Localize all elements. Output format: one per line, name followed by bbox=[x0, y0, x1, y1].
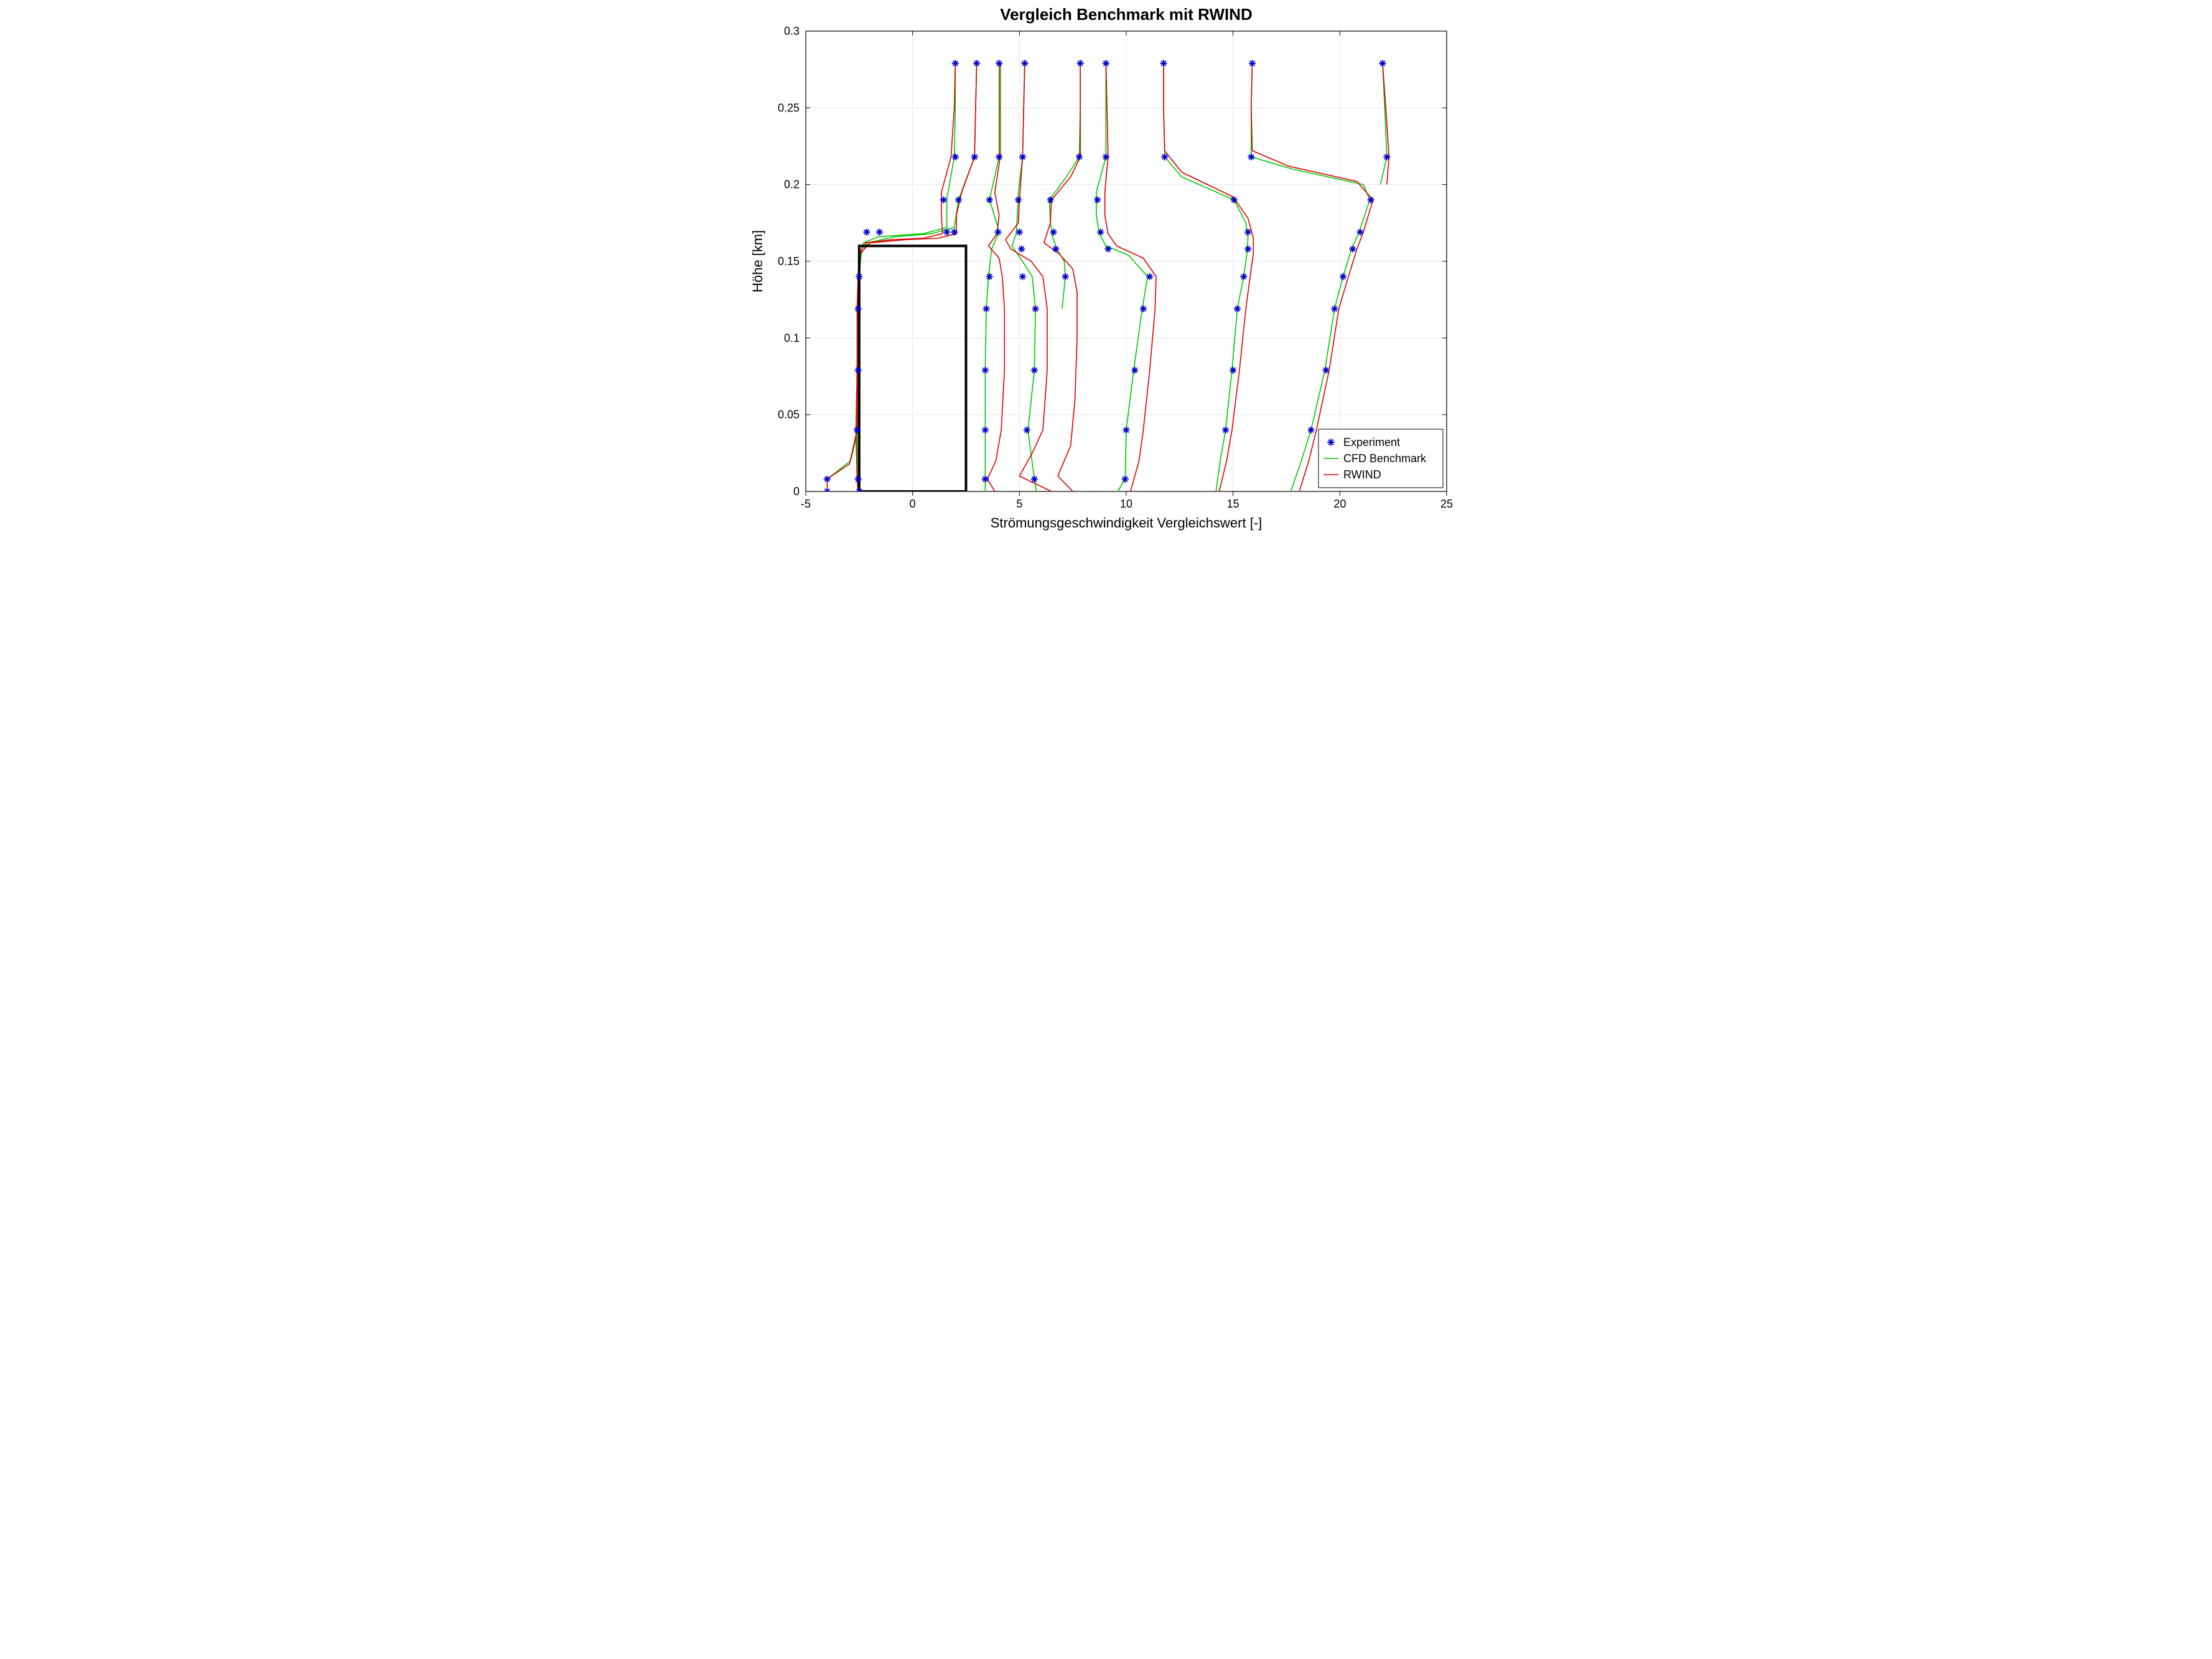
experiment-marker bbox=[1322, 367, 1329, 374]
experiment-marker bbox=[951, 229, 958, 236]
experiment-marker bbox=[1077, 60, 1084, 67]
ytick-label: 0 bbox=[793, 485, 800, 498]
ytick-label: 0.2 bbox=[784, 179, 800, 191]
experiment-marker bbox=[1097, 229, 1104, 236]
experiment-marker bbox=[1327, 439, 1335, 446]
comparison-chart: -5051015202500.050.10.150.20.250.3Vergle… bbox=[737, 0, 1475, 553]
experiment-marker bbox=[1024, 427, 1030, 434]
experiment-marker bbox=[1222, 427, 1229, 434]
experiment-marker bbox=[1076, 154, 1083, 160]
y-axis-label: Höhe [km] bbox=[750, 230, 765, 292]
experiment-marker bbox=[982, 427, 989, 434]
experiment-marker bbox=[1244, 246, 1251, 253]
ytick-label: 0.25 bbox=[778, 101, 800, 114]
experiment-marker bbox=[1031, 476, 1038, 483]
experiment-marker bbox=[943, 229, 950, 236]
experiment-marker bbox=[854, 427, 861, 434]
ytick-label: 0.15 bbox=[778, 255, 800, 267]
legend-label: CFD Benchmark bbox=[1343, 452, 1427, 465]
experiment-marker bbox=[1047, 197, 1054, 203]
xtick-label: 5 bbox=[1016, 498, 1022, 510]
xtick-label: 25 bbox=[1440, 498, 1453, 510]
experiment-marker bbox=[1331, 305, 1338, 312]
experiment-marker bbox=[982, 476, 989, 483]
experiment-marker bbox=[1122, 476, 1129, 483]
xtick-label: 10 bbox=[1120, 498, 1132, 510]
experiment-marker bbox=[1230, 367, 1236, 374]
chart-container: -5051015202500.050.10.150.20.250.3Vergle… bbox=[737, 0, 1475, 553]
experiment-marker bbox=[1249, 60, 1256, 67]
ytick-label: 0.3 bbox=[784, 25, 800, 37]
experiment-marker bbox=[973, 60, 980, 67]
experiment-marker bbox=[983, 305, 990, 312]
experiment-marker bbox=[1140, 305, 1147, 312]
x-axis-label: Strömungsgeschwindigkeit Vergleichswert … bbox=[991, 515, 1262, 531]
experiment-marker bbox=[1307, 427, 1314, 434]
xtick-label: 15 bbox=[1227, 498, 1239, 510]
experiment-marker bbox=[940, 197, 947, 203]
experiment-marker bbox=[1052, 246, 1059, 253]
experiment-marker bbox=[1019, 154, 1026, 160]
experiment-marker bbox=[1234, 305, 1241, 312]
experiment-marker bbox=[986, 273, 993, 280]
experiment-marker bbox=[996, 60, 1002, 67]
ytick-label: 0.1 bbox=[784, 332, 800, 344]
experiment-marker bbox=[1104, 246, 1111, 253]
experiment-marker bbox=[1016, 229, 1023, 236]
experiment-marker bbox=[1032, 305, 1038, 312]
experiment-marker bbox=[1368, 197, 1374, 203]
experiment-marker bbox=[1379, 60, 1386, 67]
experiment-marker bbox=[1122, 427, 1129, 434]
experiment-marker bbox=[1161, 154, 1168, 160]
experiment-marker bbox=[1015, 197, 1022, 203]
experiment-marker bbox=[952, 154, 959, 160]
experiment-marker bbox=[955, 197, 962, 203]
experiment-marker bbox=[1094, 197, 1101, 203]
legend-label: Experiment bbox=[1343, 436, 1400, 448]
legend: Experiment CFD Benchmark RWIND bbox=[1318, 429, 1443, 488]
experiment-marker bbox=[1031, 367, 1038, 374]
experiment-marker bbox=[1018, 246, 1025, 253]
experiment-marker bbox=[986, 197, 993, 203]
xtick-label: -5 bbox=[801, 498, 811, 510]
experiment-marker bbox=[1244, 229, 1251, 236]
chart-title: Vergleich Benchmark mit RWIND bbox=[1000, 5, 1253, 24]
experiment-marker bbox=[1103, 60, 1109, 67]
experiment-marker bbox=[996, 154, 1002, 160]
experiment-marker bbox=[1146, 273, 1153, 280]
experiment-marker bbox=[1131, 367, 1138, 374]
experiment-marker bbox=[1103, 154, 1109, 160]
experiment-marker bbox=[856, 273, 862, 280]
experiment-marker bbox=[1019, 273, 1026, 280]
experiment-marker bbox=[1231, 197, 1238, 203]
experiment-marker bbox=[1160, 60, 1167, 67]
ytick-label: 0.05 bbox=[778, 409, 800, 421]
experiment-marker bbox=[863, 229, 870, 236]
experiment-marker bbox=[994, 229, 1001, 236]
experiment-marker bbox=[824, 476, 831, 483]
experiment-marker bbox=[876, 229, 883, 236]
experiment-marker bbox=[1248, 154, 1254, 160]
experiment-marker bbox=[1349, 246, 1356, 253]
experiment-marker bbox=[855, 476, 862, 483]
experiment-marker bbox=[1021, 60, 1028, 67]
experiment-marker bbox=[1240, 273, 1247, 280]
experiment-marker bbox=[855, 305, 862, 312]
experiment-marker bbox=[971, 154, 978, 160]
xtick-label: 0 bbox=[910, 498, 916, 510]
experiment-marker bbox=[855, 367, 862, 374]
experiment-marker bbox=[1062, 273, 1069, 280]
experiment-marker bbox=[1383, 154, 1390, 160]
experiment-marker bbox=[952, 60, 959, 67]
xtick-label: 20 bbox=[1333, 498, 1346, 510]
experiment-marker bbox=[1340, 273, 1346, 280]
legend-label: RWIND bbox=[1343, 468, 1381, 481]
experiment-marker bbox=[1050, 229, 1057, 236]
experiment-marker bbox=[982, 367, 989, 374]
experiment-marker bbox=[1356, 229, 1363, 236]
